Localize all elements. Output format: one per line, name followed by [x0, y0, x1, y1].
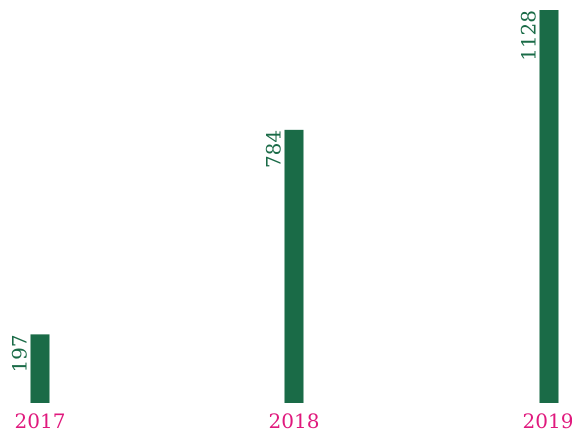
value-labels-group: 197 784 1128: [8, 10, 541, 373]
value-label-2018: 784: [262, 130, 286, 168]
category-label-2018: 2018: [269, 409, 320, 433]
category-label-2019: 2019: [523, 409, 572, 433]
bar-2017: [30, 334, 50, 403]
category-label-2017: 2017: [15, 409, 66, 433]
value-label-2017: 197: [8, 334, 32, 372]
value-label-2019: 1128: [517, 10, 541, 61]
category-labels-group: 2017 2018 2019: [15, 409, 572, 433]
bars-group: [30, 10, 559, 403]
bar-2019: [539, 10, 559, 403]
bar-2018: [284, 129, 304, 403]
